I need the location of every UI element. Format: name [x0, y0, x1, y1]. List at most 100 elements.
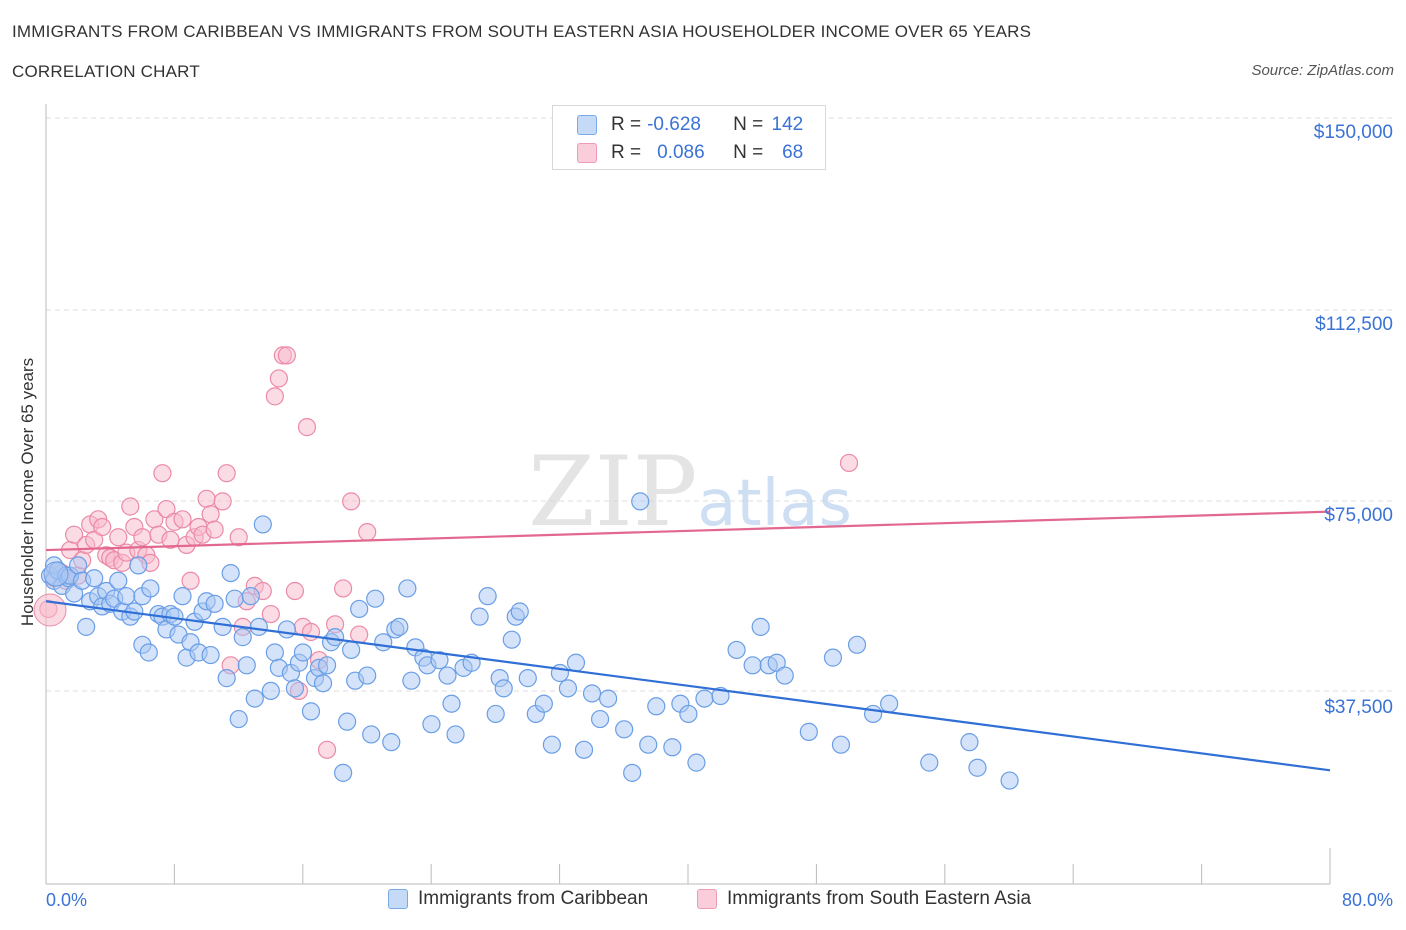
- pink-point: [261, 604, 280, 624]
- pink-point: [157, 499, 176, 519]
- pink-point: [133, 528, 152, 547]
- blue-point: [277, 620, 296, 639]
- blue-point: [325, 628, 345, 647]
- blue-point: [478, 587, 497, 606]
- blue-point: [494, 679, 513, 698]
- pink-trendline: [45, 510, 1331, 552]
- pink-point: [201, 505, 220, 524]
- pink-point: [334, 579, 353, 598]
- blue-point: [313, 674, 333, 693]
- blue-point: [1000, 771, 1019, 790]
- correlation-legend: R = -0.628 N = 142 R = 0.086 N = 68: [552, 105, 826, 170]
- pink-point: [342, 492, 361, 511]
- blue-swatch: [577, 115, 597, 135]
- n-value: 142: [771, 114, 804, 135]
- blue-point: [442, 694, 461, 713]
- blue-point: [960, 733, 979, 752]
- blue-point: [350, 599, 369, 619]
- pink-point: [109, 528, 128, 547]
- blue-point: [129, 556, 148, 575]
- blue-point: [470, 607, 489, 626]
- pink-point: [265, 387, 284, 406]
- blue-point: [920, 753, 939, 772]
- blue-point: [502, 630, 521, 649]
- blue-point: [590, 709, 610, 729]
- blue-point: [566, 653, 586, 672]
- pink-point: [197, 489, 216, 508]
- r-label: R =: [611, 114, 642, 135]
- blue-point: [880, 694, 899, 713]
- legend-item-caribbean: Immigrants from Caribbean: [388, 888, 648, 910]
- blue-point: [582, 684, 602, 703]
- blue-point: [358, 666, 377, 685]
- blue-point: [534, 694, 553, 713]
- pink-point: [297, 418, 317, 437]
- legend-item-se-asia: Immigrants from South Eastern Asia: [697, 888, 1031, 910]
- blue-point: [695, 689, 714, 708]
- blue-point: [823, 648, 843, 667]
- blue-point: [221, 563, 240, 583]
- blue-point: [679, 704, 698, 724]
- blue-point: [639, 735, 658, 754]
- blue-point: [799, 722, 818, 741]
- pink-point: [205, 520, 224, 539]
- watermark-zip: ZIP: [528, 436, 697, 548]
- blue-point: [727, 640, 746, 660]
- blue-point: [245, 689, 264, 708]
- blue-point: [233, 628, 252, 647]
- blue-point: [542, 735, 561, 754]
- pink-point: [173, 510, 192, 529]
- legend-row-pink: R = 0.086 N = 68: [577, 140, 803, 166]
- blue-point: [847, 635, 867, 654]
- blue-point: [229, 709, 248, 729]
- blue-point: [574, 740, 594, 759]
- pink-point-large: [33, 593, 67, 627]
- r-value: 0.086: [657, 142, 705, 163]
- r-label: R =: [611, 142, 642, 163]
- legend-label: Immigrants from South Eastern Asia: [727, 888, 1032, 909]
- pink-point: [217, 464, 236, 483]
- blue-point: [293, 643, 313, 662]
- blue-point: [374, 633, 393, 652]
- blue-point: [968, 758, 987, 777]
- blue-point: [225, 589, 244, 608]
- blue-point: [598, 689, 618, 708]
- y-tick-label: $150,000: [1313, 122, 1393, 143]
- blue-point: [342, 640, 361, 660]
- y-axis-label: Householder Income Over 65 years: [18, 357, 37, 627]
- pink-point: [277, 346, 296, 365]
- legend-label: Immigrants from Caribbean: [418, 888, 649, 909]
- x-axis-max-label: 80.0%: [1341, 890, 1393, 910]
- blue-point: [253, 515, 272, 534]
- pink-point: [181, 571, 200, 590]
- blue-point: [623, 763, 642, 782]
- blue-point: [430, 651, 449, 670]
- pink-point: [350, 625, 369, 644]
- r-value: -0.628: [647, 114, 701, 135]
- pink-swatch: [697, 889, 717, 909]
- blue-point: [173, 587, 192, 606]
- pink-point: [285, 581, 305, 601]
- n-value: 68: [782, 142, 804, 163]
- blue-point-large: [43, 561, 69, 587]
- pink-point: [229, 528, 248, 547]
- blue-trendline: [45, 600, 1331, 772]
- blue-point: [767, 653, 786, 672]
- pink-swatch: [577, 143, 597, 163]
- pink-point: [121, 497, 140, 516]
- axes: [45, 104, 1331, 885]
- pink-point: [213, 492, 232, 511]
- blue-point: [285, 679, 305, 698]
- blue-point: [117, 587, 136, 606]
- blue-point: [205, 594, 224, 613]
- blue-point: [334, 763, 353, 782]
- blue-point: [77, 617, 96, 636]
- blue-point: [69, 556, 88, 575]
- blue-point: [237, 656, 256, 675]
- blue-point: [301, 702, 321, 721]
- blue-point: [550, 663, 570, 683]
- blue-point: [398, 579, 417, 598]
- pink-point: [93, 517, 112, 537]
- blue-point: [362, 725, 381, 744]
- trendlines: [45, 510, 1331, 772]
